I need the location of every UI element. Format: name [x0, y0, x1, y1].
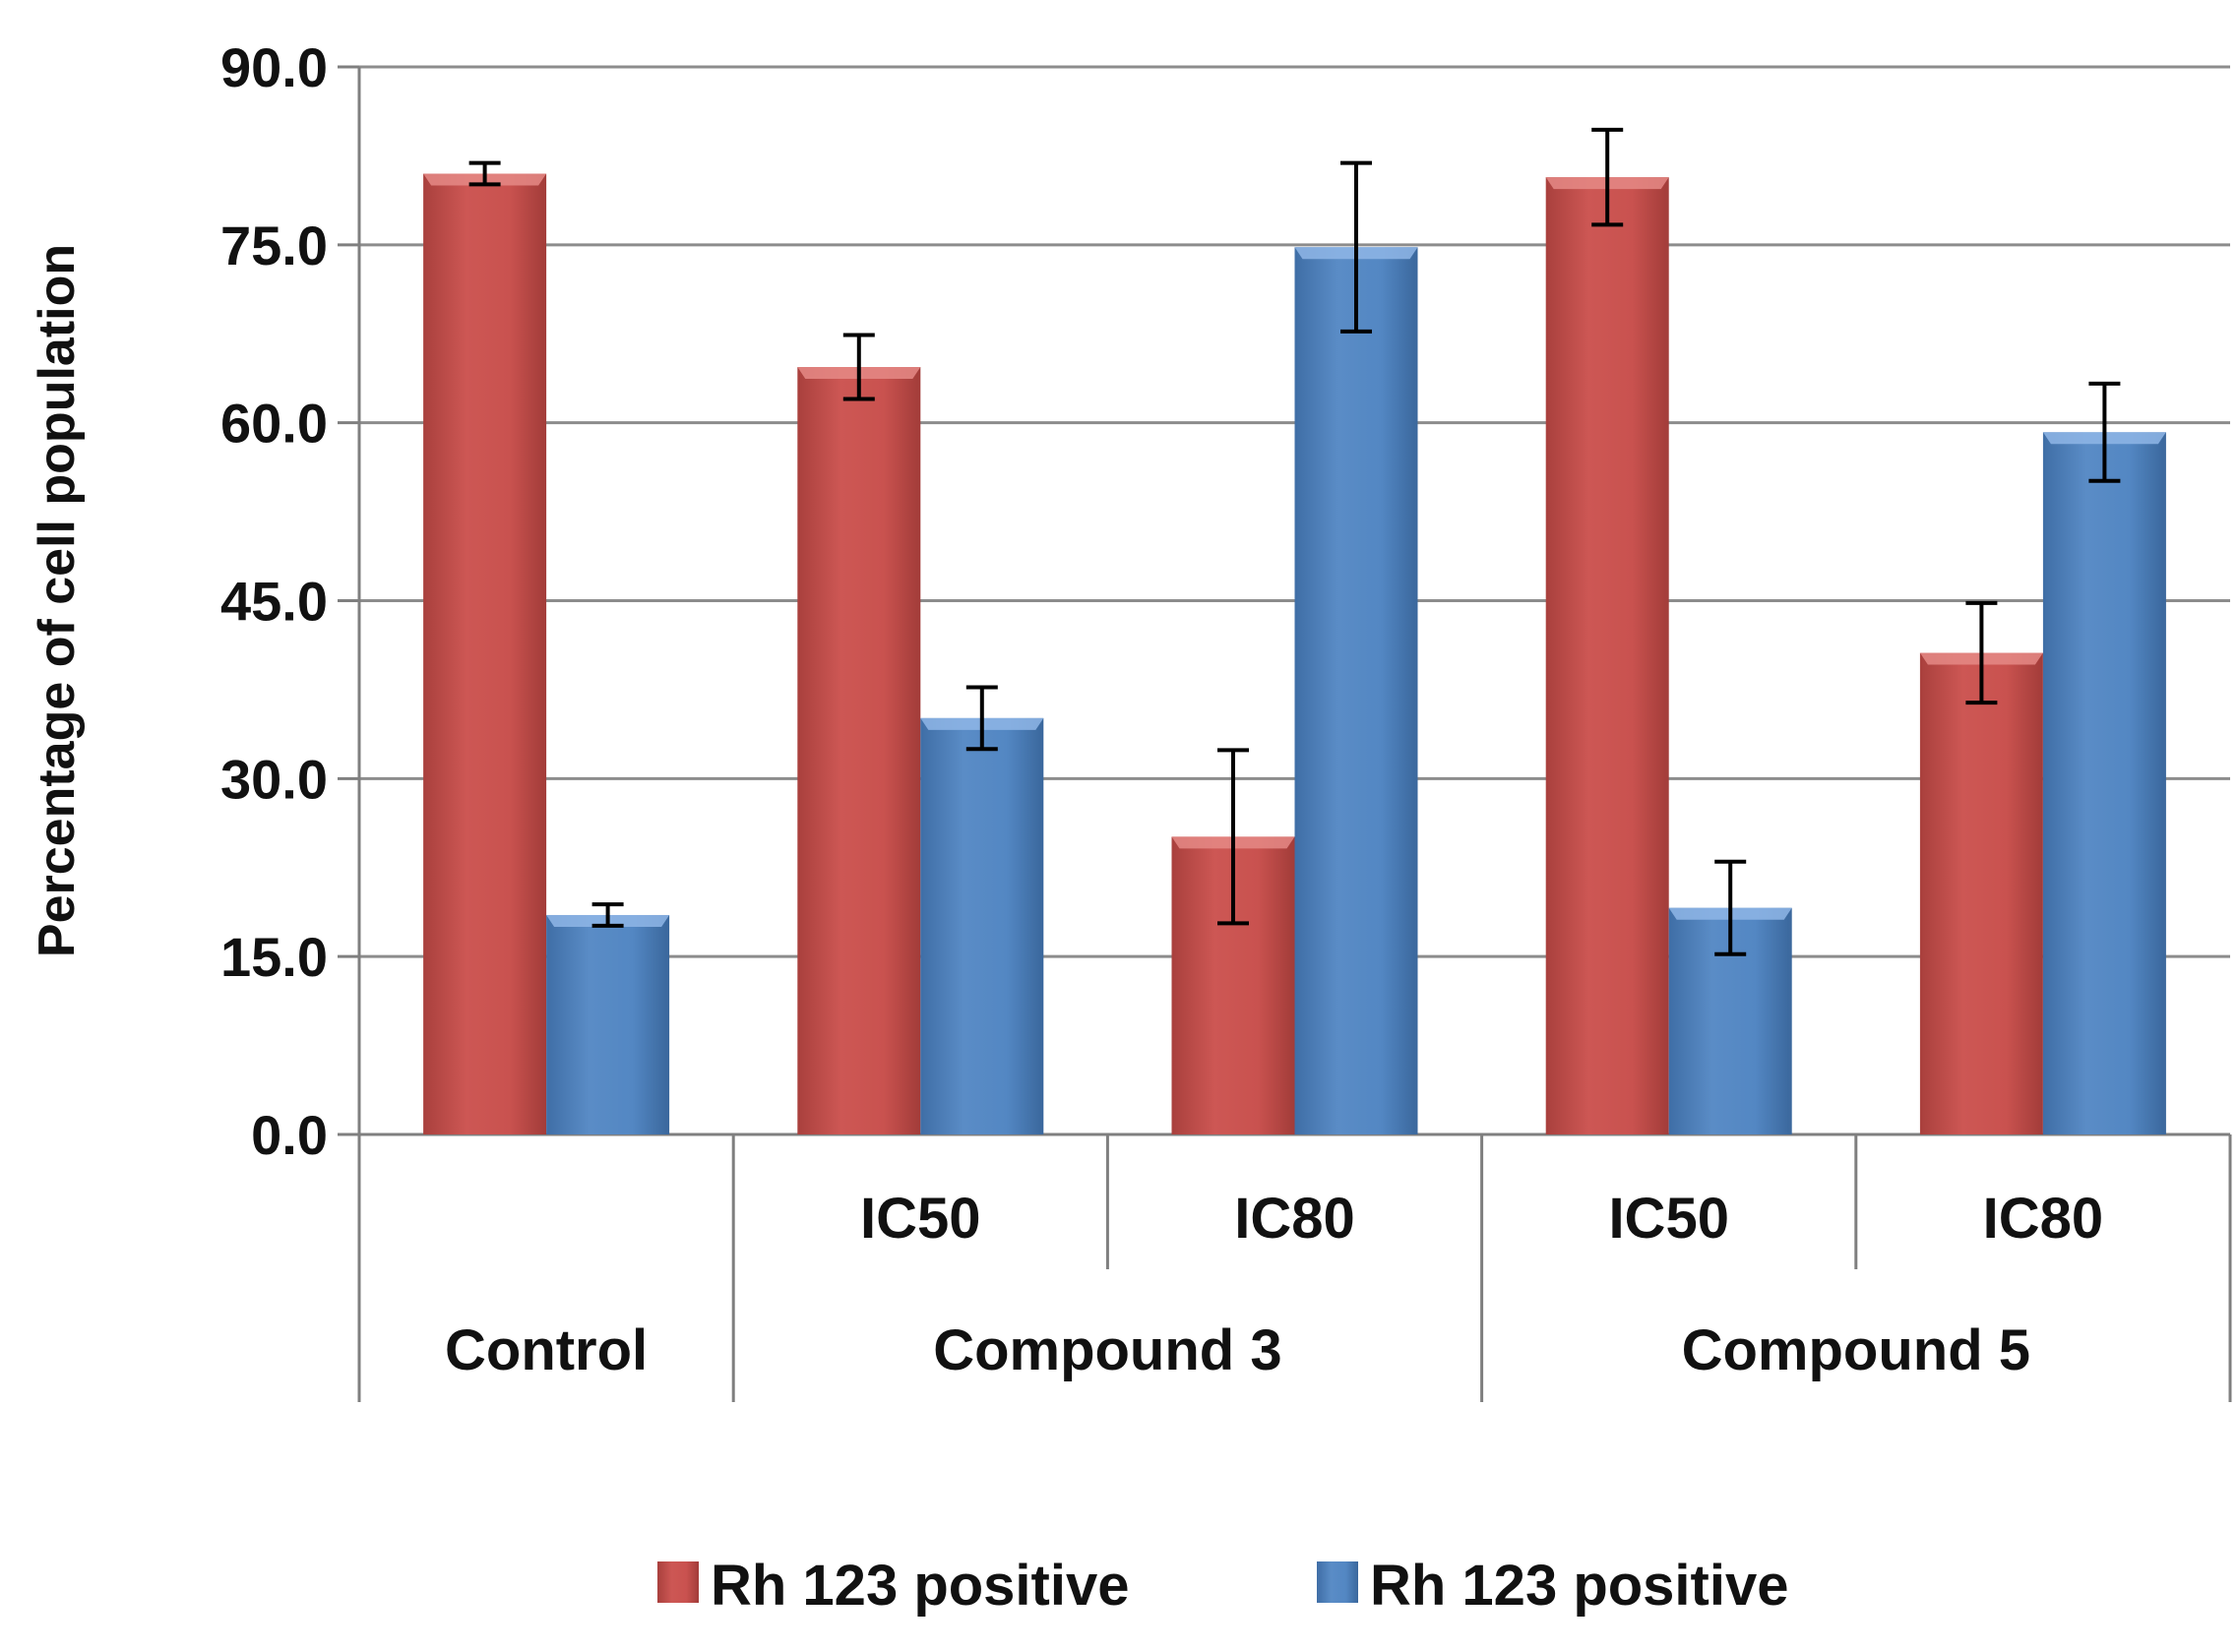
y-tick-label: 90.0 — [220, 36, 328, 98]
y-tick-label: 60.0 — [220, 393, 328, 455]
bar — [920, 717, 1044, 1134]
legend-label: Rh 123 positive — [711, 1554, 1129, 1618]
x-group-label: Compound 5 — [1682, 1318, 2030, 1382]
bar — [797, 367, 921, 1134]
y-axis-title: Percentage of cell population — [29, 244, 86, 957]
bar — [1545, 177, 1669, 1134]
labels: 0.0 15.0 30.0 45.0 60.0 75.0 90.0 Percentage of… — [29, 36, 2103, 1382]
legend-swatch — [657, 1561, 699, 1603]
bars — [423, 127, 2166, 1134]
x-group-label: Control — [445, 1318, 648, 1382]
bar — [546, 914, 670, 1134]
y-tick-label: 45.0 — [220, 571, 328, 633]
y-tick-label: 75.0 — [220, 214, 328, 276]
x-tick-label: IC50 — [1608, 1187, 1729, 1251]
bar — [2042, 432, 2166, 1134]
x-tick-label: IC50 — [860, 1187, 981, 1251]
x-group-label: Compound 3 — [933, 1318, 1281, 1382]
bar — [1919, 652, 2043, 1134]
legend: Rh 123 positive Rh 123 positive — [657, 1554, 1788, 1618]
legend-swatch — [1317, 1561, 1358, 1603]
y-tick-label: 15.0 — [220, 926, 328, 988]
x-tick-label: IC80 — [1234, 1187, 1355, 1251]
y-tick-label: 0.0 — [251, 1104, 328, 1166]
y-tick-label: 30.0 — [220, 748, 328, 810]
x-tick-label: IC80 — [1983, 1187, 2104, 1251]
bar — [423, 173, 547, 1134]
bar — [1294, 247, 1418, 1134]
legend-label: Rh 123 positive — [1370, 1554, 1788, 1618]
